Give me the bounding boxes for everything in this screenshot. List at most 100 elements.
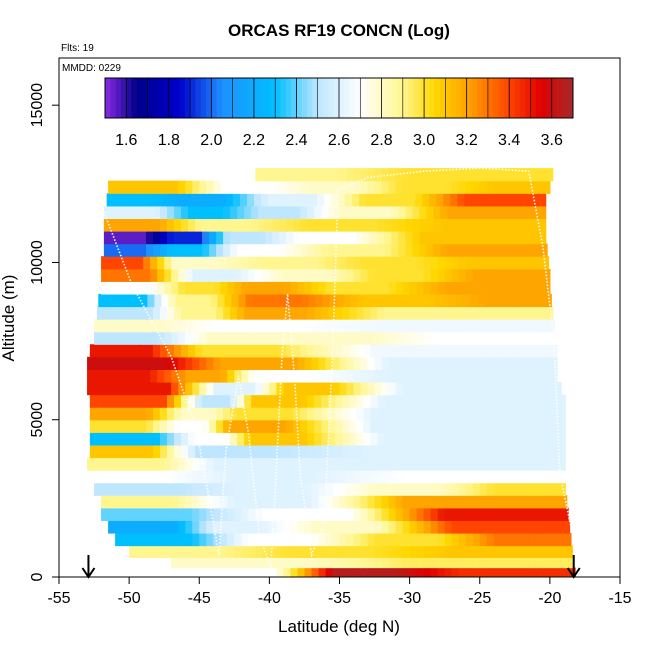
- heatmap-cell: [159, 432, 168, 446]
- heatmap-cell: [409, 268, 418, 282]
- heatmap-cell: [188, 218, 196, 232]
- heatmap-cell: [220, 319, 228, 333]
- heatmap-cell: [89, 394, 98, 408]
- heatmap-cell: [304, 168, 313, 182]
- heatmap-cell: [188, 306, 196, 320]
- heatmap-cell: [152, 243, 161, 257]
- heatmap-cell: [563, 507, 569, 521]
- heatmap-cell: [216, 306, 224, 320]
- heatmap-cell: [126, 293, 134, 308]
- heatmap-cell: [528, 319, 537, 333]
- heatmap-cell: [124, 306, 133, 320]
- heatmap-cell: [353, 470, 362, 484]
- heatmap-cell: [430, 520, 439, 534]
- heatmap-cell: [258, 218, 266, 232]
- heatmap-cell: [486, 331, 495, 345]
- heatmap-cell: [241, 180, 249, 194]
- heatmap-cell: [521, 180, 530, 194]
- heatmap-cell: [171, 557, 179, 569]
- heatmap-cell: [157, 520, 165, 534]
- heatmap-cell: [458, 470, 467, 484]
- heatmap-cell: [388, 507, 397, 521]
- heatmap-cell: [524, 419, 533, 433]
- heatmap-cell: [143, 268, 151, 282]
- heatmap-cell: [202, 218, 210, 232]
- heatmap-cell: [87, 457, 95, 471]
- heatmap-cell: [409, 256, 418, 270]
- heatmap-cell: [192, 545, 200, 558]
- heatmap-cell: [374, 507, 383, 521]
- heatmap-cell: [251, 419, 259, 433]
- heatmap-cell: [461, 205, 470, 220]
- heatmap-cell: [290, 545, 299, 558]
- heatmap-cell: [230, 444, 238, 459]
- heatmap-cell: [258, 243, 266, 257]
- heatmap-cell: [192, 557, 200, 569]
- heatmap-cell: [556, 495, 565, 509]
- heatmap-cell: [108, 281, 116, 295]
- heatmap-cell: [503, 218, 512, 232]
- heatmap-cell: [325, 168, 334, 182]
- heatmap-cell: [290, 567, 299, 577]
- heatmap-cell: [510, 444, 519, 459]
- heatmap-cell: [472, 268, 481, 282]
- heatmap-cell: [199, 356, 207, 370]
- heatmap-cell: [206, 281, 214, 295]
- heatmap-cell: [227, 482, 235, 496]
- heatmap-cell: [367, 381, 376, 396]
- colorbar-swatch: [211, 78, 218, 118]
- heatmap-cell: [300, 444, 308, 459]
- heatmap-cell: [465, 331, 474, 345]
- heatmap-cell: [108, 495, 116, 509]
- heatmap-cell: [542, 180, 551, 194]
- heatmap-cell: [164, 256, 172, 270]
- heatmap-cell: [131, 432, 140, 446]
- heatmap-cell: [248, 520, 256, 534]
- heatmap-cell: [468, 218, 477, 232]
- heatmap-cell: [444, 532, 453, 547]
- heatmap-cell: [545, 432, 554, 446]
- heatmap-cell: [549, 532, 558, 547]
- heatmap-cell: [265, 394, 273, 408]
- heatmap-cell: [269, 319, 277, 333]
- heatmap-cell: [384, 394, 392, 408]
- heatmap-cell: [108, 520, 116, 534]
- heatmap-cell: [136, 457, 144, 471]
- heatmap-cell: [276, 567, 284, 577]
- heatmap-cell: [395, 256, 404, 270]
- heatmap-cell: [468, 394, 477, 408]
- heatmap-cell: [542, 457, 551, 471]
- heatmap-cell: [433, 419, 442, 433]
- heatmap-cell: [321, 218, 329, 232]
- heatmap-cell: [479, 268, 488, 282]
- heatmap-cell: [161, 293, 169, 308]
- heatmap-cell: [220, 369, 228, 383]
- heatmap-cell: [388, 356, 397, 370]
- heatmap-cell: [356, 344, 364, 358]
- heatmap-cell: [224, 293, 233, 308]
- heatmap-cell: [360, 545, 369, 558]
- heatmap-cell: [335, 205, 343, 220]
- heatmap-cell: [96, 394, 105, 408]
- heatmap-cell: [213, 457, 221, 471]
- heatmap-cell: [395, 470, 404, 484]
- heatmap-cell: [521, 532, 530, 547]
- heatmap-cell: [159, 218, 168, 232]
- heatmap-cell: [545, 394, 554, 408]
- heatmap-cell: [178, 381, 186, 396]
- heatmap-cell: [241, 495, 249, 509]
- heatmap-cell: [349, 419, 357, 433]
- heatmap-cell: [297, 567, 306, 577]
- heatmap-cell: [328, 394, 336, 408]
- heatmap-cell: [370, 344, 378, 358]
- heatmap-cell: [286, 407, 294, 421]
- heatmap-cell: [255, 545, 263, 558]
- heatmap-cell: [259, 293, 268, 308]
- heatmap-cell: [468, 231, 477, 245]
- heatmap-cell: [353, 545, 362, 558]
- heatmap-cell: [241, 470, 249, 484]
- heatmap-cell: [346, 281, 355, 295]
- heatmap-cell: [409, 532, 418, 547]
- heatmap-cell: [416, 180, 425, 194]
